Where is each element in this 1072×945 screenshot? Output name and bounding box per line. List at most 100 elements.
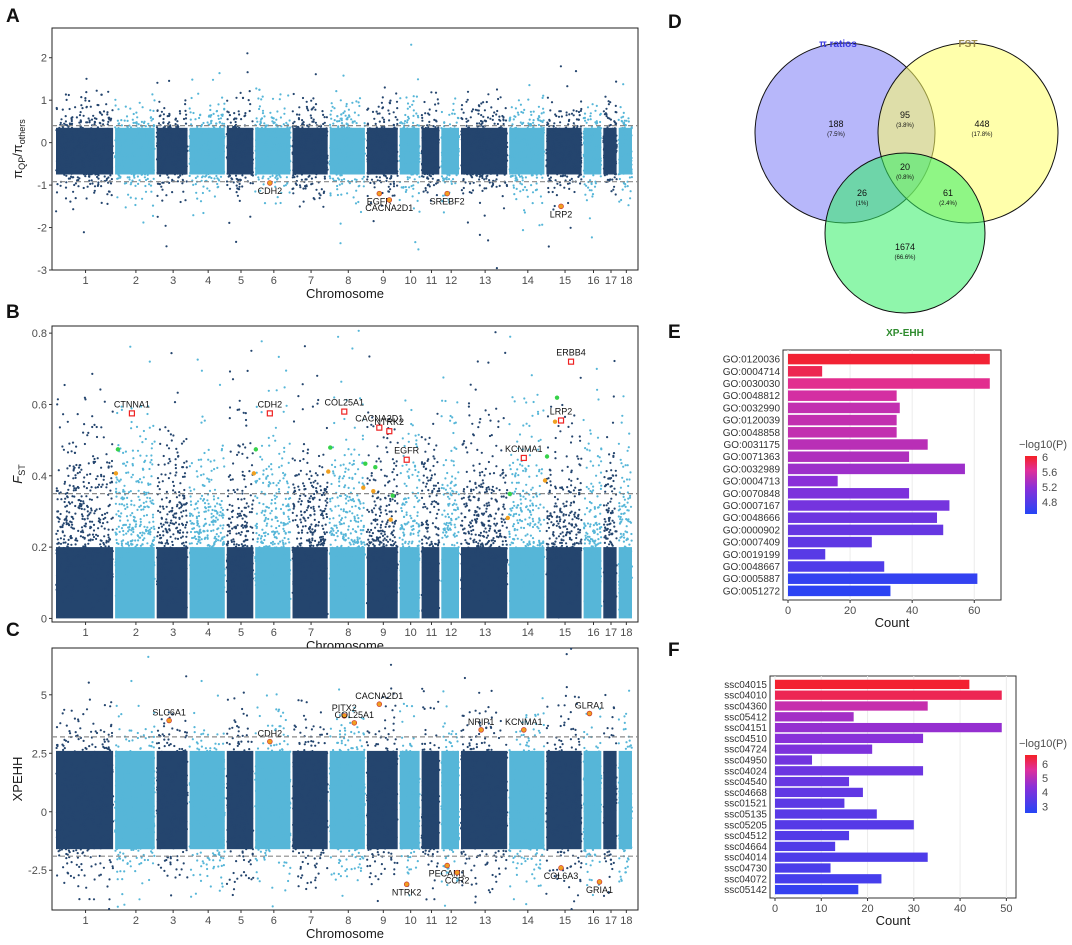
snp-points bbox=[55, 43, 634, 270]
gene-marker-green bbox=[544, 454, 550, 459]
x-tick-label: 8 bbox=[345, 627, 351, 639]
x-tick-label: 17 bbox=[605, 275, 617, 287]
x-tick-label: 2 bbox=[133, 275, 139, 287]
gene-marker bbox=[520, 454, 527, 462]
gene-marker bbox=[444, 190, 450, 197]
category-label: ssc05205 bbox=[724, 820, 767, 831]
gene-label: EGFR bbox=[394, 446, 420, 456]
gene-label: COL25A1 bbox=[335, 710, 375, 720]
x-tick-label: 0 bbox=[772, 903, 778, 915]
gene-label: NTRK2 bbox=[392, 887, 422, 897]
gene-label: NTRK2 bbox=[375, 417, 405, 427]
x-tick-label: 40 bbox=[906, 605, 918, 617]
x-axis-label: Chromosome bbox=[306, 286, 384, 301]
venn-region-count: 1674 bbox=[895, 242, 915, 252]
x-tick-label: 14 bbox=[522, 275, 534, 287]
legend-colorbar bbox=[1025, 456, 1037, 514]
manhattan-plot-fst: 00.20.40.60.81 2 3 4 5 6 7 8 9 10 11 12 13 14 15 16 17 18… bbox=[10, 325, 639, 653]
x-tick-label: 3 bbox=[170, 627, 176, 639]
bar bbox=[775, 712, 854, 722]
venn-region-count: 188 bbox=[828, 119, 843, 129]
gene-marker bbox=[128, 410, 136, 417]
category-label: GO:0004713 bbox=[723, 477, 781, 488]
go-enrichment-bar-chart: GO:0120036GO:0004714GO:0030030GO:0048812… bbox=[723, 349, 1067, 630]
gene-marker bbox=[444, 862, 450, 869]
venn-region-pct: (1%) bbox=[856, 201, 869, 207]
bar bbox=[775, 841, 836, 852]
x-tick-label: 0 bbox=[785, 605, 791, 617]
y-axis-label: XPEHH bbox=[10, 757, 25, 802]
x-tick-label: 12 bbox=[445, 627, 457, 639]
gene-label: COL6A3 bbox=[544, 871, 579, 881]
x-axis-label: Count bbox=[876, 913, 911, 928]
category-label: ssc04540 bbox=[724, 777, 767, 788]
x-tick-label: 1 bbox=[82, 915, 88, 927]
venn-set-3 bbox=[824, 152, 986, 314]
gene-label: SLC6A1 bbox=[152, 708, 186, 718]
x-tick-label: 9 bbox=[380, 915, 386, 927]
gene-marker-orange bbox=[113, 471, 119, 476]
gene-label: NRIP1 bbox=[468, 717, 495, 727]
gene-marker-orange bbox=[251, 471, 257, 476]
category-label: ssc04950 bbox=[724, 756, 767, 767]
legend-tick-label: 5.6 bbox=[1042, 467, 1057, 479]
x-tick-label: 7 bbox=[308, 275, 314, 287]
legend-tick-label: 6 bbox=[1042, 452, 1048, 464]
x-tick-label: 40 bbox=[954, 903, 966, 915]
legend-tick-label: 5.2 bbox=[1042, 482, 1057, 494]
x-tick-label: 12 bbox=[445, 915, 457, 927]
gene-marker bbox=[376, 190, 383, 197]
bar bbox=[775, 679, 970, 690]
x-tick-label: 15 bbox=[559, 275, 571, 287]
bar bbox=[788, 573, 978, 584]
x-tick-label: 12 bbox=[445, 275, 457, 287]
bar bbox=[775, 820, 914, 830]
bar bbox=[788, 536, 872, 548]
y-tick-label: 1 bbox=[41, 95, 47, 107]
gene-marker bbox=[596, 879, 603, 885]
category-label: GO:0071363 bbox=[723, 452, 781, 463]
category-label: ssc04014 bbox=[724, 853, 767, 864]
gene-marker-green bbox=[328, 445, 333, 450]
gene-marker bbox=[454, 869, 460, 876]
category-label: GO:0048858 bbox=[723, 428, 781, 439]
x-axis-label: Count bbox=[875, 615, 910, 630]
category-label: ssc01521 bbox=[724, 799, 767, 810]
bar bbox=[788, 475, 838, 487]
x-tick-label: 6 bbox=[271, 915, 277, 927]
venn-region-count: 448 bbox=[974, 119, 989, 129]
y-axis-label-sub: ST bbox=[17, 464, 27, 476]
venn-region-pct: (0.8%) bbox=[896, 175, 914, 181]
bar bbox=[775, 798, 845, 808]
bar bbox=[788, 451, 910, 462]
bar bbox=[775, 722, 1002, 733]
panel-label-b: B bbox=[6, 302, 20, 323]
bar bbox=[775, 852, 928, 862]
x-tick-label: 17 bbox=[605, 627, 617, 639]
gene-marker bbox=[386, 428, 393, 435]
category-label: GO:0032989 bbox=[723, 464, 781, 475]
gene-marker bbox=[376, 701, 383, 707]
venn-set-title: π ratios bbox=[819, 39, 857, 50]
bar bbox=[788, 549, 826, 560]
bar bbox=[775, 690, 1002, 700]
legend-tick-label: 4 bbox=[1042, 787, 1048, 799]
category-label: GO:0048812 bbox=[723, 391, 781, 402]
gene-marker bbox=[558, 203, 564, 210]
category-label: ssc04151 bbox=[724, 723, 767, 734]
y-tick-label: -3 bbox=[37, 265, 47, 277]
category-label: ssc04730 bbox=[724, 864, 767, 875]
bar bbox=[775, 809, 877, 819]
venn-region-count: 20 bbox=[900, 162, 910, 172]
legend-title: −log10(P) bbox=[1019, 738, 1067, 750]
bar bbox=[775, 884, 859, 895]
x-tick-label: 13 bbox=[479, 275, 491, 287]
bar bbox=[788, 463, 965, 475]
bar bbox=[775, 787, 863, 798]
gene-marker-orange bbox=[361, 485, 366, 490]
y-axis-label: πQP/πothers bbox=[10, 119, 27, 179]
y-axis-label-main: π bbox=[10, 170, 25, 179]
gene-marker-orange bbox=[326, 469, 331, 474]
x-tick-label: 14 bbox=[522, 627, 534, 639]
x-tick-label: 16 bbox=[587, 627, 599, 639]
